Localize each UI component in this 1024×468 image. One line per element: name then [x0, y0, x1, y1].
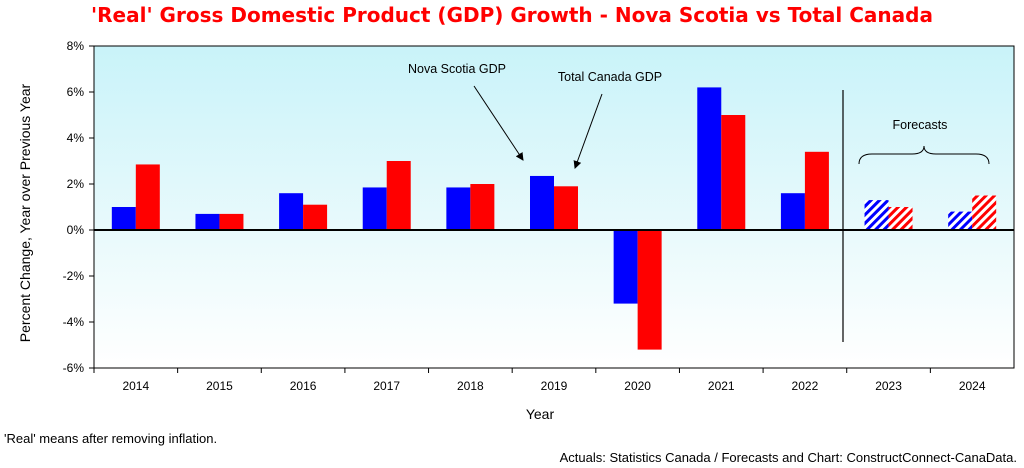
bar-nova-scotia-2014 [111, 207, 136, 230]
bar-canada-2023 [888, 207, 913, 230]
bar-canada-2022 [804, 151, 829, 230]
y-tick-label: 4% [67, 131, 85, 145]
y-axis-label: Percent Change, Year over Previous Year [17, 83, 33, 342]
chart-title: 'Real' Gross Domestic Product (GDP) Grow… [91, 3, 933, 27]
x-tick-label: 2020 [624, 379, 651, 393]
forecast-brace [858, 145, 990, 165]
bar-canada-2024 [972, 195, 997, 230]
y-tick-label: -4% [63, 315, 85, 329]
bar-nova-scotia-2022 [780, 193, 805, 230]
y-tick-label: 2% [67, 177, 85, 191]
y-tick-label: 8% [67, 39, 85, 53]
bar-nova-scotia-2024 [948, 211, 973, 230]
bar-nova-scotia-2020 [613, 230, 638, 304]
nova-scotia-arrow [473, 85, 524, 161]
bar-nova-scotia-2017 [362, 187, 387, 230]
bar-canada-2016 [303, 204, 328, 230]
real-note: 'Real' means after removing inflation. [4, 431, 217, 446]
y-tick-label: 0% [67, 223, 85, 237]
bar-canada-2018 [470, 184, 495, 230]
bar-nova-scotia-2021 [697, 87, 722, 231]
x-tick-label: 2017 [373, 379, 400, 393]
forecast-label: Forecasts [893, 118, 948, 132]
legend-nova-scotia-label: Nova Scotia GDP [408, 62, 506, 76]
canada-arrow [573, 93, 603, 169]
y-tick-label: -2% [63, 269, 85, 283]
bar-canada-2014 [135, 164, 160, 230]
y-axis-ticks: 8% 6% 4% 2% 0% -2% -4% -6% [63, 39, 94, 375]
legend-canada-label: Total Canada GDP [558, 70, 662, 84]
y-tick-label: -6% [63, 361, 85, 375]
bar-nova-scotia-2016 [279, 193, 304, 230]
bar-nova-scotia-2018 [446, 187, 471, 230]
bars-group [111, 87, 997, 350]
x-tick-label: 2016 [290, 379, 317, 393]
x-tick-label: 2018 [457, 379, 484, 393]
x-tick-label: 2023 [875, 379, 902, 393]
bar-canada-2017 [386, 161, 411, 230]
x-tick-label: 2014 [122, 379, 149, 393]
bar-nova-scotia-2015 [195, 213, 220, 230]
source-note: Actuals: Statistics Canada / Forecasts a… [560, 450, 1017, 465]
x-axis-ticks: 2014 2015 2016 2017 2018 2019 2020 2021 2022 2023… [93, 368, 986, 393]
y-tick-label: 6% [67, 85, 85, 99]
bar-canada-2020 [637, 230, 662, 350]
x-tick-label: 2019 [541, 379, 568, 393]
bar-canada-2019 [554, 186, 578, 230]
x-tick-label: 2024 [959, 379, 986, 393]
x-tick-label: 2015 [206, 379, 233, 393]
bar-canada-2015 [219, 213, 244, 230]
x-tick-label: 2021 [708, 379, 735, 393]
bar-nova-scotia-2023 [864, 200, 889, 230]
x-tick-label: 2022 [792, 379, 819, 393]
bar-nova-scotia-2019 [530, 175, 554, 230]
x-axis-label: Year [526, 406, 555, 422]
bar-canada-2021 [721, 115, 746, 230]
